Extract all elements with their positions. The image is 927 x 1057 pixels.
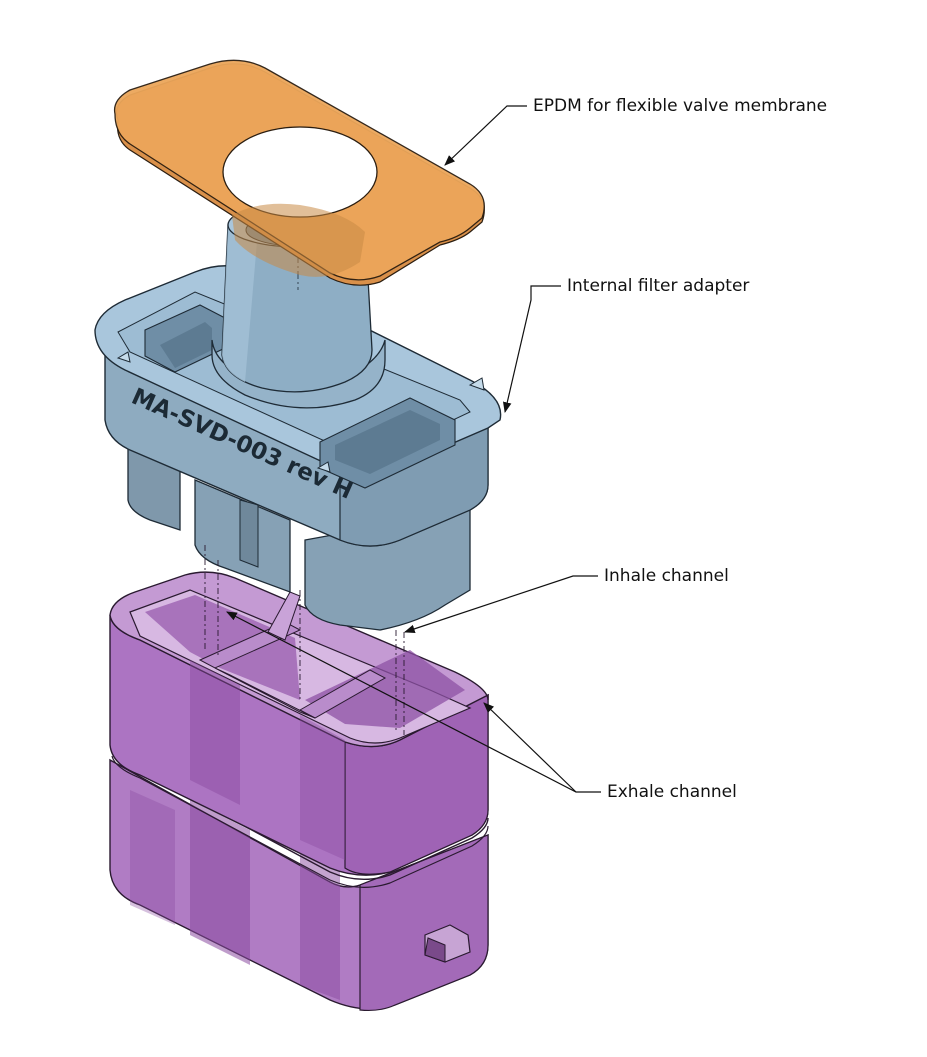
- leader-filter-adapter: [502, 285, 561, 414]
- epdm-membrane: [113, 59, 485, 286]
- label-exhale-channel: Exhale channel: [607, 782, 737, 802]
- leader-lines: [226, 105, 601, 793]
- alignment-centerlines: [204, 545, 405, 735]
- label-epdm-membrane: EPDM for flexible valve membrane: [533, 96, 828, 116]
- label-filter-adapter: Internal filter adapter: [567, 276, 750, 296]
- leader-inhale: [403, 575, 598, 634]
- housing-bottom-section: [109, 758, 489, 1012]
- label-inhale-channel: Inhale channel: [604, 566, 729, 586]
- housing-top-section: [109, 571, 489, 876]
- leader-exhale-b: [483, 702, 577, 793]
- leader-epdm: [444, 105, 527, 166]
